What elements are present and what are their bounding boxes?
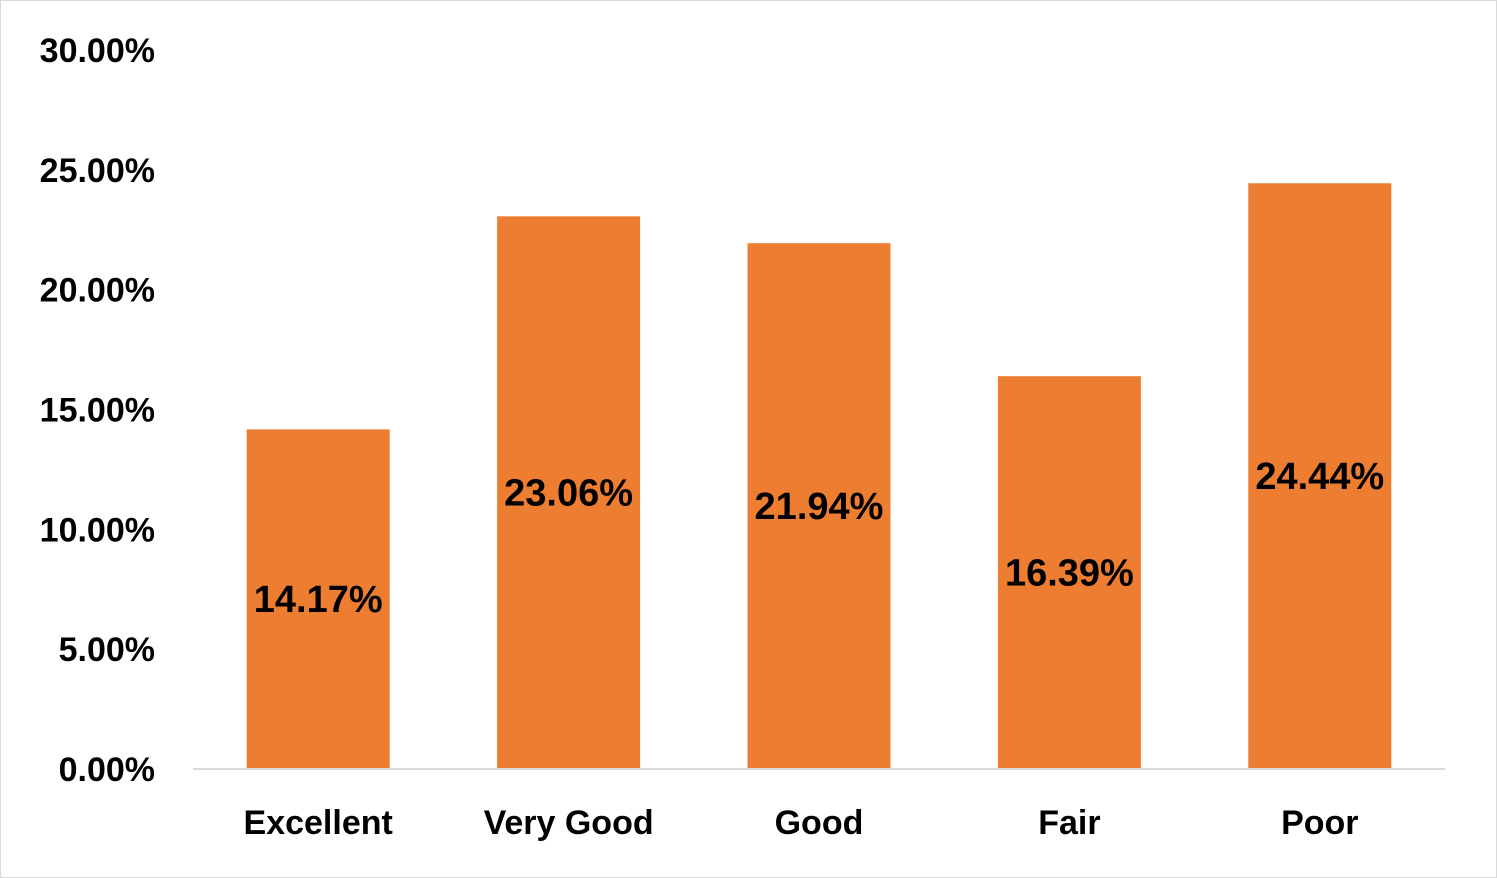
- y-tick-label: 0.00%: [59, 751, 155, 789]
- x-category-label: Excellent: [244, 804, 393, 842]
- bar-very-good: [497, 216, 641, 769]
- y-tick-label: 15.00%: [40, 392, 155, 430]
- data-label: 24.44%: [1255, 456, 1384, 498]
- y-tick-label: 30.00%: [40, 32, 155, 70]
- bar-excellent: [246, 429, 390, 769]
- x-category-label: Very Good: [484, 804, 654, 842]
- x-category-label: Poor: [1281, 804, 1358, 842]
- bar-good: [747, 243, 891, 769]
- x-category-label: Good: [775, 804, 864, 842]
- data-label: 21.94%: [755, 486, 884, 528]
- data-label: 23.06%: [504, 473, 633, 515]
- y-tick-label: 10.00%: [40, 511, 155, 549]
- y-tick-label: 5.00%: [59, 631, 155, 669]
- data-label: 16.39%: [1005, 553, 1134, 595]
- bar-poor: [1248, 183, 1392, 770]
- data-label: 14.17%: [254, 579, 383, 621]
- y-tick-label: 25.00%: [40, 152, 155, 190]
- y-tick-label: 20.00%: [40, 272, 155, 310]
- bar-fair: [997, 376, 1141, 769]
- x-category-label: Fair: [1038, 804, 1100, 842]
